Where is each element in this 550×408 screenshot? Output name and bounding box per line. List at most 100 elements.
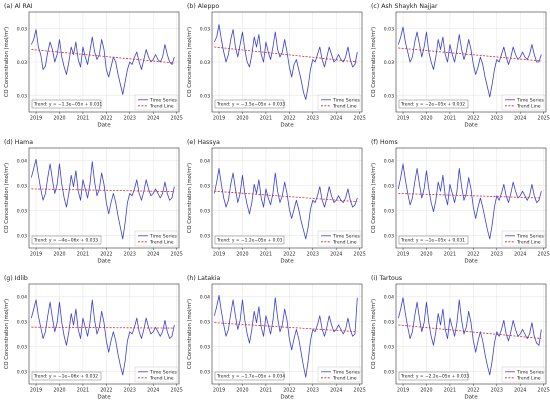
x-tick-label: 2025	[171, 388, 183, 394]
plot-frame	[395, 11, 547, 113]
x-tick-label: 2020	[236, 116, 248, 122]
y-axis-label: CO Concentration (mol/m²)	[187, 163, 193, 233]
x-tick-label: 2023	[124, 252, 136, 258]
chart-panel: (h) Latakia 0.04 0.03 0.03 0.03 2019 2020 2021 2…	[187, 275, 366, 401]
legend-label: Time Series	[516, 97, 544, 103]
plot-frame	[211, 147, 363, 249]
x-tick-label: 2020	[420, 252, 432, 258]
x-tick-label: 2023	[307, 116, 319, 122]
chart-title: (d) Hama	[4, 139, 33, 146]
y-tick-label: 0.03	[17, 370, 27, 376]
x-tick-label: 2025	[171, 116, 183, 122]
x-tick-label: 2020	[53, 116, 65, 122]
trend-label-box	[214, 99, 285, 109]
x-tick-label: 2022	[100, 388, 112, 394]
y-tick-label: 0.03	[384, 320, 394, 326]
x-tick-label: 2022	[283, 252, 295, 258]
x-tick-label: 2021	[260, 252, 272, 258]
trend-label: Trend: y = −1e−06x + 0.032	[33, 374, 98, 380]
y-tick-label: 0.03	[384, 184, 394, 190]
trend-label: Trend: y = −2e−05x + 0.032	[400, 102, 465, 108]
legend-label: Trend Line	[149, 239, 174, 245]
y-tick-label: 0.03	[384, 234, 394, 240]
x-tick-label: 2019	[30, 252, 42, 258]
chart-panel: (c) Ash Shaykh Najjar 0.03 0.03 0.03 2019 202…	[371, 3, 550, 129]
x-tick-label: 2020	[53, 252, 65, 258]
x-axis-label: Date	[97, 123, 111, 129]
chart-panel: (a) Al RAI 0.03 0.03 0.03 2019 2020 2021 2022 20…	[4, 3, 183, 129]
x-tick-label: 2023	[491, 252, 503, 258]
y-tick-label: 0.03	[17, 93, 27, 99]
x-tick-label: 2019	[213, 388, 225, 394]
x-tick-label: 2024	[514, 388, 526, 394]
y-axis-label: CO Concentration (mol/m²)	[371, 163, 377, 233]
x-tick-label: 2020	[236, 252, 248, 258]
legend-label: Trend Line	[149, 103, 174, 109]
trend-label-box	[214, 235, 285, 245]
y-tick-label: 0.03	[17, 184, 27, 190]
y-tick-label: 0.04	[384, 295, 394, 301]
x-tick-label: 2019	[30, 388, 42, 394]
legend-box	[134, 94, 178, 111]
x-tick-label: 2021	[77, 388, 89, 394]
x-tick-label: 2021	[444, 116, 456, 122]
y-tick-label: 0.03	[17, 27, 27, 33]
x-tick-label: 2019	[397, 252, 409, 258]
y-tick-label: 0.03	[384, 370, 394, 376]
plot-frame	[28, 11, 180, 113]
x-tick-label: 2022	[467, 388, 479, 394]
x-tick-label: 2025	[354, 388, 366, 394]
x-tick-label: 2023	[491, 116, 503, 122]
x-axis-label: Date	[464, 123, 478, 129]
x-axis-label: Date	[97, 259, 111, 265]
x-tick-label: 2023	[307, 388, 319, 394]
time-series-line	[213, 168, 358, 240]
legend-label: Trend Line	[516, 239, 541, 245]
y-tick-label: 0.04	[17, 295, 27, 301]
trend-line	[31, 326, 175, 329]
trend-line	[31, 49, 175, 64]
x-tick-label: 2021	[444, 252, 456, 258]
time-series-line	[213, 24, 358, 100]
x-axis-label: Date	[464, 259, 478, 265]
trend-label-box	[31, 371, 102, 381]
x-tick-label: 2025	[538, 116, 550, 122]
plot-frame	[28, 147, 180, 249]
x-tick-label: 2021	[77, 116, 89, 122]
legend-label: Trend Line	[516, 103, 541, 109]
x-tick-label: 2019	[213, 252, 225, 258]
y-tick-label: 0.03	[200, 209, 210, 215]
x-tick-label: 2019	[397, 116, 409, 122]
y-tick-label: 0.04	[200, 159, 210, 165]
x-tick-label: 2019	[30, 116, 42, 122]
x-tick-label: 2022	[467, 116, 479, 122]
y-tick-label: 0.04	[200, 295, 210, 301]
chart-panel: (i) Tartous 0.04 0.03 0.03 0.03 2019 2020 2021 2…	[371, 275, 550, 401]
chart-panel: (e) Hassya 0.04 0.03 0.03 0.03 2019 2020 2021 20…	[187, 139, 366, 265]
x-tick-label: 2025	[538, 388, 550, 394]
x-tick-label: 2024	[330, 252, 342, 258]
legend-box	[317, 366, 361, 383]
y-axis-label: CO Concentration (mol/m²)	[371, 27, 377, 97]
x-axis-label: Date	[97, 395, 111, 401]
time-series-line	[30, 299, 175, 376]
trend-label-box	[31, 235, 102, 245]
y-axis-label: CO Concentration (mol/m²)	[4, 27, 10, 97]
trend-label: Trend: y = −4e−06x + 0.033	[33, 238, 98, 244]
x-axis-label: Date	[280, 395, 294, 401]
trend-line	[214, 190, 358, 203]
legend-label: Time Series	[149, 369, 177, 375]
x-tick-label: 2020	[420, 116, 432, 122]
x-tick-label: 2022	[283, 116, 295, 122]
y-tick-label: 0.03	[200, 234, 210, 240]
y-tick-label: 0.03	[17, 320, 27, 326]
x-tick-label: 2019	[397, 388, 409, 394]
y-tick-label: 0.04	[384, 159, 394, 165]
legend-label: Time Series	[149, 233, 177, 239]
y-tick-label: 0.03	[200, 27, 210, 33]
y-axis-label: CO Concentration (mol/m²)	[4, 163, 10, 233]
chart-panel: (b) Aleppo 0.03 0.03 0.03 2019 2020 2021 2022 20…	[187, 3, 366, 129]
legend-label: Trend Line	[149, 375, 174, 381]
time-series-line	[397, 297, 542, 376]
x-tick-label: 2020	[53, 388, 65, 394]
